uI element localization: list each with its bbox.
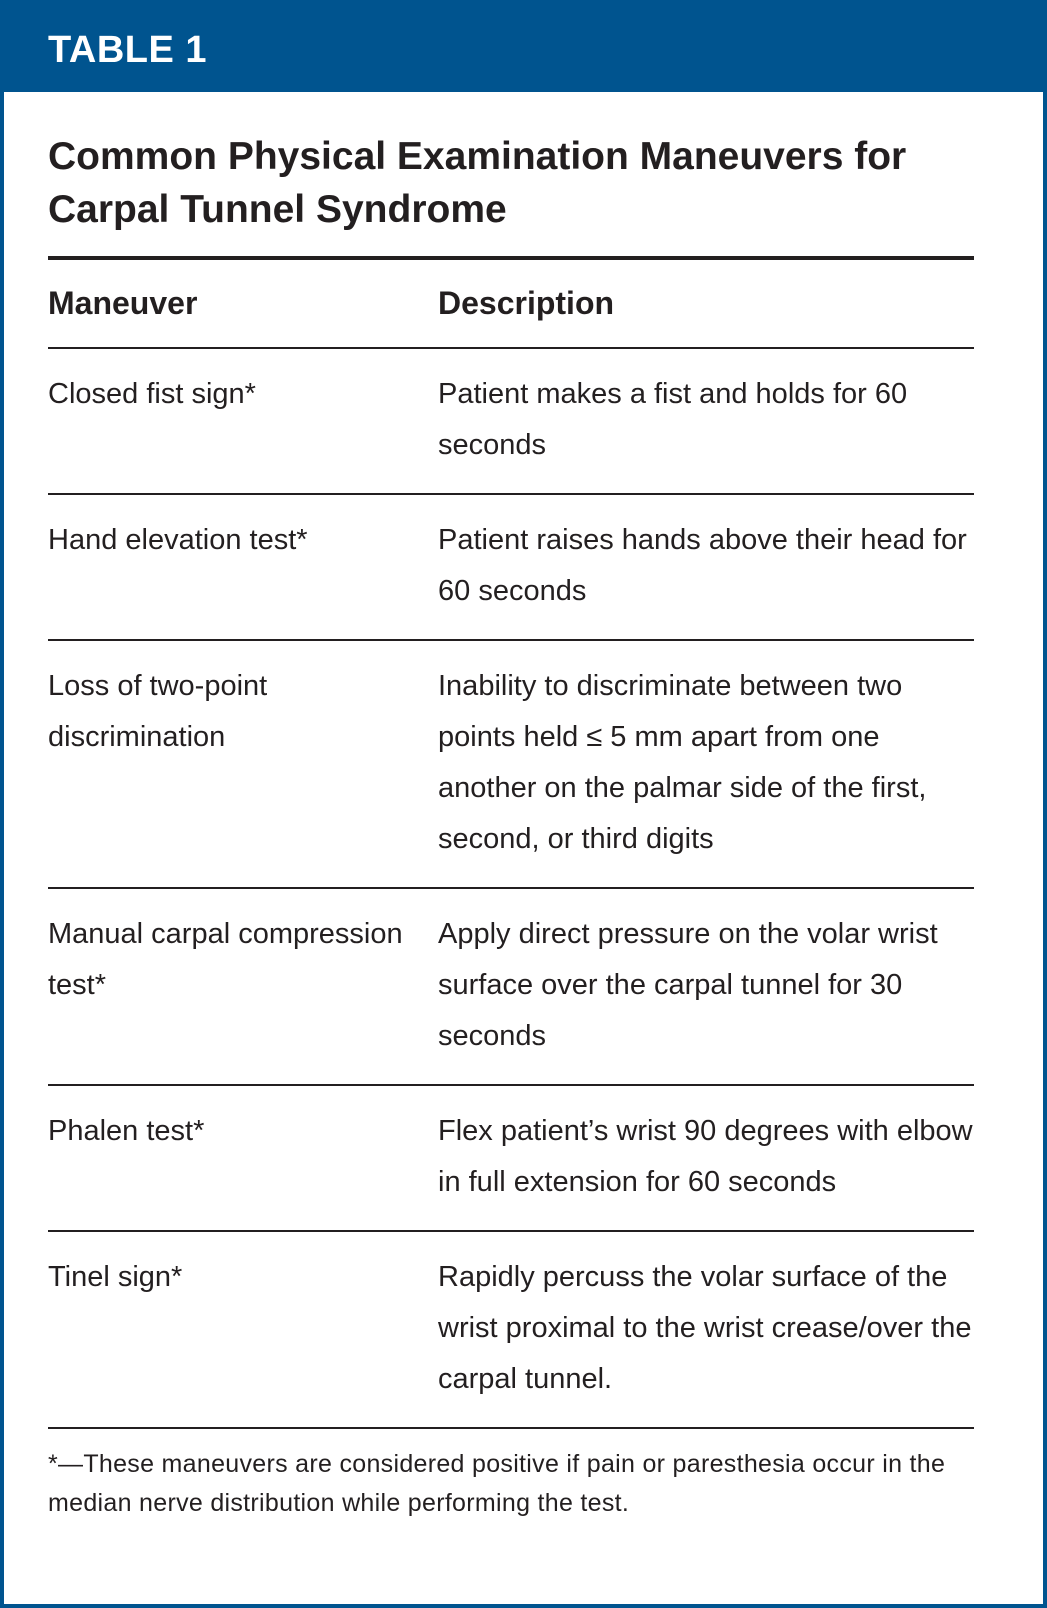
column-header-maneuver: Maneuver xyxy=(48,260,438,349)
maneuver-cell: Tinel sign* xyxy=(48,1231,438,1429)
header-row: Maneuver Description xyxy=(48,260,974,349)
footnote: *—These maneuvers are considered positiv… xyxy=(48,1450,946,1517)
maneuver-cell: Loss of two-point discrimination xyxy=(48,640,438,889)
maneuver-cell: Manual carpal compression test* xyxy=(48,888,438,1086)
table-row: Phalen test* Flex patient’s wrist 90 degr… xyxy=(48,1085,974,1232)
table-row: Loss of two-point discrimination Inabilit… xyxy=(48,640,974,889)
table-title: Common Physical Examination Maneuvers fo… xyxy=(48,130,974,260)
table-row: Hand elevation test* Patient raises hands… xyxy=(48,494,974,641)
maneuver-cell: Phalen test* xyxy=(48,1085,438,1232)
maneuvers-table: Maneuver Description Closed fist sign* Pa… xyxy=(48,260,974,1429)
table-content: Common Physical Examination Maneuvers fo… xyxy=(48,96,974,1523)
description-cell: Apply direct pressure on the volar wrist… xyxy=(438,888,974,1086)
table-row: Closed fist sign* Patient makes a fist an… xyxy=(48,348,974,495)
table-label-banner: TABLE 1 xyxy=(4,4,1043,92)
table-row: Manual carpal compression test* Apply dir… xyxy=(48,888,974,1086)
description-cell: Patient makes a fist and holds for 60 se… xyxy=(438,348,974,495)
maneuver-cell: Hand elevation test* xyxy=(48,494,438,641)
maneuver-cell: Closed fist sign* xyxy=(48,348,438,495)
description-cell: Rapidly percuss the volar surface of the… xyxy=(438,1231,974,1429)
description-cell: Inability to discriminate between two po… xyxy=(438,640,974,889)
table-row: Tinel sign* Rapidly percuss the volar sur… xyxy=(48,1231,974,1429)
description-cell: Patient raises hands above their head fo… xyxy=(438,494,974,641)
column-header-description: Description xyxy=(438,260,974,349)
description-cell: Flex patient’s wrist 90 degrees with elb… xyxy=(438,1085,974,1232)
